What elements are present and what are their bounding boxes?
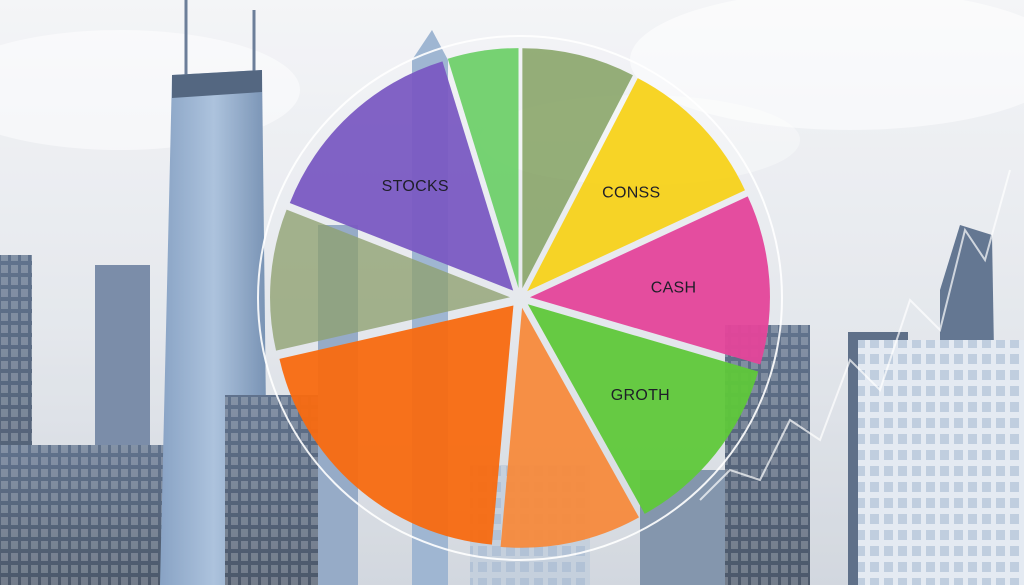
tower-crown [172,70,262,98]
pie-slice-conss [527,78,745,292]
slice-label-groth: GROTH [611,387,670,404]
pie-outline-ring [257,35,783,561]
cloud [630,0,1024,130]
pie-slice-4 [500,307,639,548]
pie-slice-8 [447,48,519,289]
slice-label-cash: CASH [651,279,697,296]
building-windows [225,395,320,585]
slice-label-stocks: STOCKS [382,178,449,195]
building-windows [858,340,1024,585]
pie-slice-stocks [289,61,514,291]
pie-chart: CONSS CASH GROTH STOCKS [257,35,783,561]
pie-slice-0 [522,48,633,289]
pie-labels: CONSS CASH GROTH STOCKS [382,178,697,404]
pie-slices [270,48,770,548]
pie-slice-5 [279,305,514,545]
building-windows [0,445,175,585]
pie-slice-6 [270,209,511,351]
trend-line [699,169,1011,501]
pie-slice-cash [529,196,770,365]
pie-slice-groth [527,304,759,514]
slice-label-conss: CONSS [602,185,660,202]
